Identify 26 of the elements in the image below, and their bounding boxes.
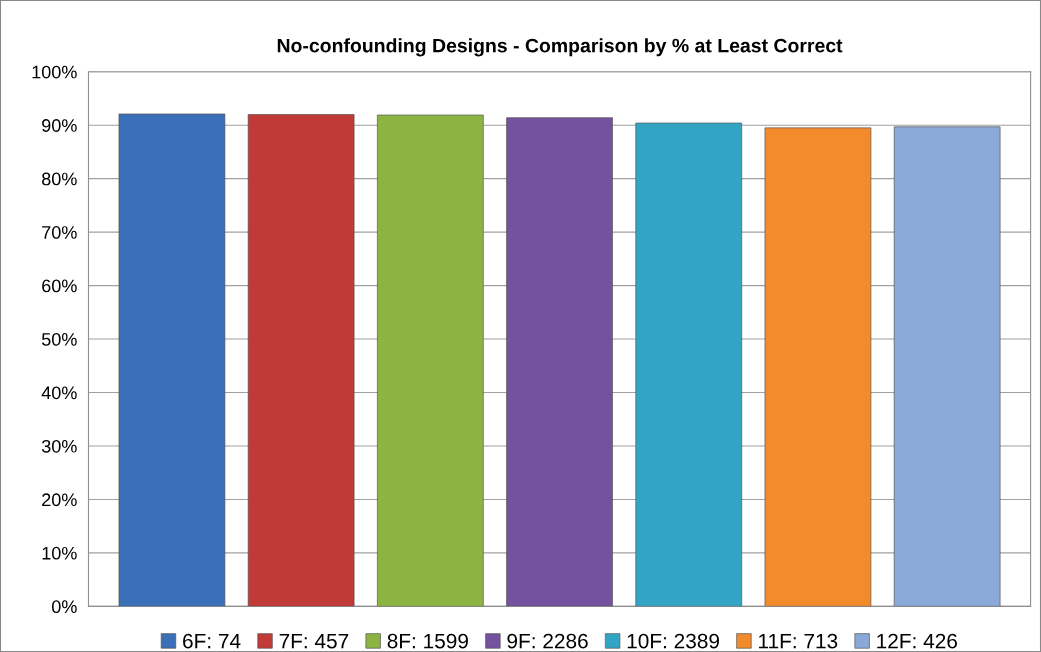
bar — [377, 114, 484, 607]
bar — [247, 114, 355, 607]
y-tick-label: 30% — [41, 439, 77, 453]
legend-label: 8F: 1599 — [387, 633, 468, 649]
y-tick-label: 70% — [42, 226, 77, 239]
y-tick-label: 10% — [42, 546, 77, 560]
y-tick-label: 40% — [41, 386, 77, 400]
legend-label: 6F: 74 — [183, 633, 241, 649]
y-tick-label: 90% — [42, 119, 77, 132]
legend-label: 7F: 457 — [279, 633, 349, 649]
y-tick-label: 100% — [32, 65, 77, 79]
y-tick-label: 60% — [42, 279, 77, 293]
legend-label: 11F: 713 — [759, 633, 838, 649]
chart-title: No-confounding Designs - Comparison by % at Least Correct — [277, 38, 843, 57]
legend-label: 9F: 2286 — [507, 633, 588, 649]
bar — [506, 117, 613, 607]
bar — [764, 127, 872, 607]
bar — [635, 122, 743, 607]
legend-label: 10F: 2389 — [627, 633, 719, 649]
bar — [118, 113, 226, 607]
y-tick-label: 0% — [51, 600, 77, 614]
y-tick-label: 80% — [42, 172, 77, 186]
legend-label: 12F: 426 — [877, 633, 957, 649]
y-tick-label: 20% — [42, 493, 77, 507]
bar — [893, 126, 1001, 607]
y-tick-label: 50% — [41, 332, 77, 346]
